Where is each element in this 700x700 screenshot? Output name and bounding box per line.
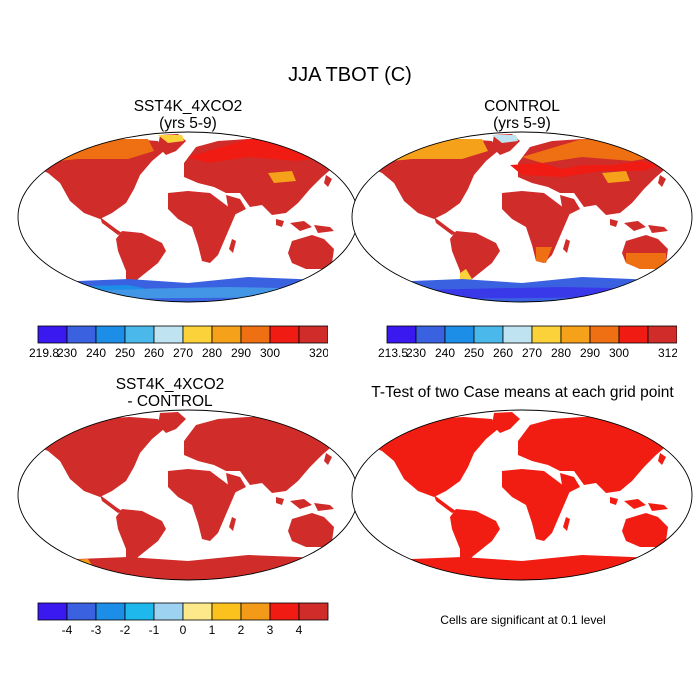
colorbar-3-tick-label: -2 xyxy=(120,623,131,637)
colorbar-2-tick-label: 213.5 xyxy=(378,346,408,360)
panel-4-title: T-Test of two Case means at each grid po… xyxy=(371,384,674,401)
panel-2-title-line1: CONTROL xyxy=(484,98,560,115)
colorbar-1-tick-label: 300 xyxy=(260,346,280,360)
panel-3-title: SST4K_4XCO2 - CONTROL xyxy=(60,376,280,410)
colorbar-1-boxes xyxy=(37,325,328,344)
colorbar-2-box xyxy=(618,325,649,344)
colorbar-3-tick-label: -4 xyxy=(62,623,73,637)
colorbar-3-box xyxy=(124,602,155,621)
colorbar-3-box xyxy=(182,602,213,621)
panel-1-title-line2: (yrs 5-9) xyxy=(159,115,217,132)
colorbar-1-box xyxy=(298,325,328,344)
colorbar-3: -4 -3 -2 -1 0 1 2 3 4 xyxy=(37,602,329,637)
panel-3-title-line1: SST4K_4XCO2 xyxy=(115,376,225,393)
panel-3-title-line2: - CONTROL xyxy=(127,393,213,410)
panel-1-title-line1: SST4K_4XCO2 xyxy=(133,98,243,115)
colorbar-3-tick-label: 0 xyxy=(180,623,187,637)
colorbar-1-box xyxy=(182,325,213,344)
panel-2-title: CONTROL (yrs 5-9) xyxy=(402,98,642,132)
colorbar-3-box xyxy=(269,602,300,621)
colorbar-2-tick-label: 290 xyxy=(580,346,600,360)
colorbar-1-tick-label: 240 xyxy=(86,346,106,360)
colorbar-3-tick-label: 3 xyxy=(267,623,274,637)
colorbar-3-tick-label: 1 xyxy=(209,623,216,637)
colorbar-2-tick-label: 250 xyxy=(464,346,484,360)
colorbar-3-tick-label: 4 xyxy=(296,623,303,637)
colorbar-3-tick-label: -1 xyxy=(149,623,160,637)
colorbar-3-box xyxy=(95,602,126,621)
colorbar-1-tick-label: 230 xyxy=(57,346,77,360)
panel-4-significance-note: Cells are significant at 0.1 level xyxy=(440,613,606,627)
colorbar-3-box xyxy=(211,602,242,621)
colorbar-2-tick-label: 230 xyxy=(406,346,426,360)
panel-1-map xyxy=(17,131,359,303)
colorbar-1-tick-label: 260 xyxy=(144,346,164,360)
colorbar-3-box xyxy=(37,602,68,621)
colorbar-1-box xyxy=(240,325,271,344)
colorbar-2-tick-label: 312.7 xyxy=(658,346,677,360)
colorbar-1-tick-label: 320.2 xyxy=(309,346,328,360)
colorbar-2-boxes xyxy=(386,325,677,344)
colorbar-2-tick-label: 260 xyxy=(493,346,513,360)
panel-3-map xyxy=(17,409,359,581)
colorbar-2-box xyxy=(502,325,533,344)
colorbar-1-tick-label: 280 xyxy=(202,346,222,360)
panel-1-title: SST4K_4XCO2 (yrs 5-9) xyxy=(68,98,308,132)
colorbar-2-box xyxy=(473,325,504,344)
colorbar-3-tick-label: 2 xyxy=(238,623,245,637)
panel-4-map xyxy=(351,409,693,581)
colorbar-1-tick-label: 219.8 xyxy=(29,346,59,360)
colorbar-2-tick-label: 280 xyxy=(551,346,571,360)
colorbar-3-box xyxy=(298,602,329,621)
panel-2-map xyxy=(351,131,693,303)
colorbar-2-tick-label: 270 xyxy=(522,346,542,360)
colorbar-3-tick-label: -3 xyxy=(91,623,102,637)
colorbar-1-box xyxy=(66,325,97,344)
colorbar-1-box xyxy=(269,325,300,344)
colorbar-3-box xyxy=(153,602,184,621)
colorbar-3-boxes xyxy=(37,602,329,621)
colorbar-1-tick-label: 290 xyxy=(231,346,251,360)
colorbar-1-box xyxy=(37,325,68,344)
colorbar-3-labels: -4 -3 -2 -1 0 1 2 3 4 xyxy=(62,623,303,637)
figure-title: JJA TBOT (C) xyxy=(288,64,412,86)
colorbar-2-box xyxy=(589,325,620,344)
panel-2-title-line2: (yrs 5-9) xyxy=(493,115,551,132)
colorbar-1-box xyxy=(211,325,242,344)
colorbar-2-box xyxy=(444,325,475,344)
colorbar-2-tick-label: 300 xyxy=(609,346,629,360)
colorbar-2-box xyxy=(647,325,677,344)
colorbar-2-box xyxy=(531,325,562,344)
colorbar-3-box xyxy=(240,602,271,621)
colorbar-1-tick-label: 270 xyxy=(173,346,193,360)
colorbar-1-box xyxy=(153,325,184,344)
colorbar-3-box xyxy=(66,602,97,621)
colorbar-2-box xyxy=(415,325,446,344)
colorbar-2-tick-label: 240 xyxy=(435,346,455,360)
colorbar-2-box xyxy=(560,325,591,344)
colorbar-1-tick-label: 250 xyxy=(115,346,135,360)
colorbar-2-box xyxy=(386,325,417,344)
colorbar-1-box xyxy=(95,325,126,344)
colorbar-1-box xyxy=(124,325,155,344)
